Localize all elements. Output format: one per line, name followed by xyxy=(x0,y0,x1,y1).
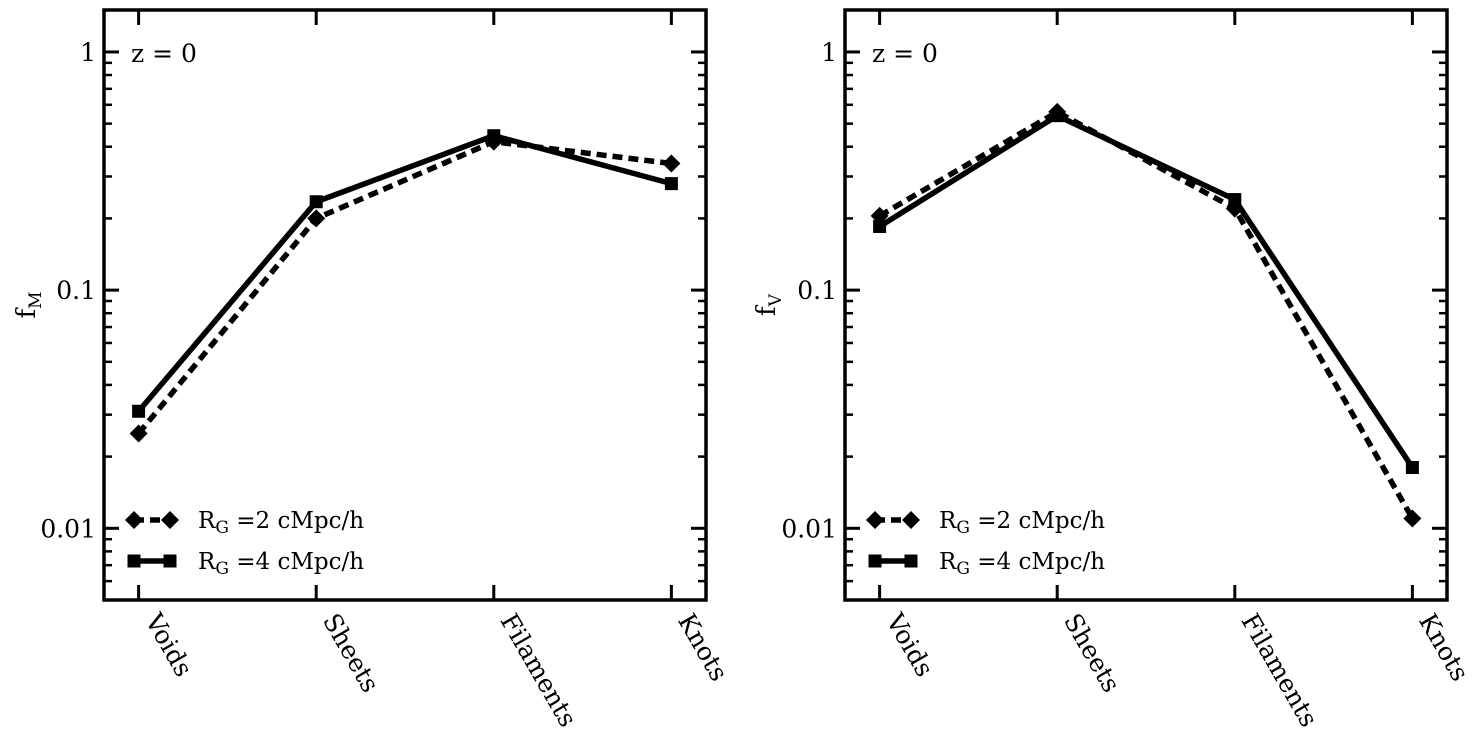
diamond-marker xyxy=(129,424,148,443)
x-category-label: Knots xyxy=(1413,609,1474,686)
x-category-label: Filaments xyxy=(1236,609,1324,732)
chart-panel-1: 1 0.1 0.01 Voids Sheets Filaments Knots fM z = 0… xyxy=(12,8,734,732)
diamond-marker xyxy=(662,154,681,173)
axes-frame xyxy=(102,8,708,602)
y-axis-label: fM xyxy=(12,291,46,318)
redshift-annotation: z = 0 xyxy=(872,39,938,68)
legend-label: RG =2 cMpc/h xyxy=(939,508,1105,538)
square-marker xyxy=(1050,109,1064,123)
legend-square-marker xyxy=(127,554,141,568)
series-line-2 xyxy=(878,112,1415,470)
x-category-label: Knots xyxy=(672,609,733,686)
x-category-label: Voids xyxy=(880,608,939,682)
y-axis-label: fV xyxy=(752,293,786,316)
square-marker xyxy=(873,219,887,233)
legend-label: RG =4 cMpc/h xyxy=(198,549,364,579)
series-line-1 xyxy=(136,138,672,436)
redshift-annotation: z = 0 xyxy=(131,39,197,68)
square-marker xyxy=(1405,461,1419,475)
legend-square-marker xyxy=(904,554,918,568)
y-tick-label: 0.01 xyxy=(40,514,96,543)
series-line-1 xyxy=(878,108,1415,520)
y-tick-label: 0.1 xyxy=(797,276,837,305)
square-marker xyxy=(309,195,323,209)
diamond-marker xyxy=(307,209,326,228)
diamond-marker xyxy=(1403,509,1422,528)
y-tick-label: 1 xyxy=(821,38,837,67)
legend-diamond-marker xyxy=(161,511,179,529)
legend-label: RG =4 cMpc/h xyxy=(939,549,1105,579)
x-category-label: Sheets xyxy=(1058,609,1126,698)
series-line-2 xyxy=(136,132,673,414)
square-marker xyxy=(487,129,501,143)
legend-square-marker xyxy=(868,554,882,568)
square-marker xyxy=(132,404,146,418)
legend-diamond-marker xyxy=(866,511,884,529)
x-category-label: Filaments xyxy=(495,609,583,732)
square-marker xyxy=(1228,193,1242,207)
axes-frame xyxy=(843,8,1449,602)
square-marker xyxy=(664,177,678,191)
legend-label: RG =2 cMpc/h xyxy=(198,508,364,538)
x-category-label: Sheets xyxy=(317,609,385,698)
y-tick-label: 0.01 xyxy=(781,514,837,543)
y-tick-label: 1 xyxy=(80,38,96,67)
y-tick-label: 0.1 xyxy=(56,276,96,305)
chart-panel-2: 1 0.1 0.01 Voids Sheets Filaments Knots fV z = 0… xyxy=(752,8,1475,732)
legend-diamond-marker xyxy=(902,511,920,529)
x-category-label: Voids xyxy=(139,608,198,682)
legend-square-marker xyxy=(163,554,177,568)
legend-diamond-marker xyxy=(125,511,143,529)
